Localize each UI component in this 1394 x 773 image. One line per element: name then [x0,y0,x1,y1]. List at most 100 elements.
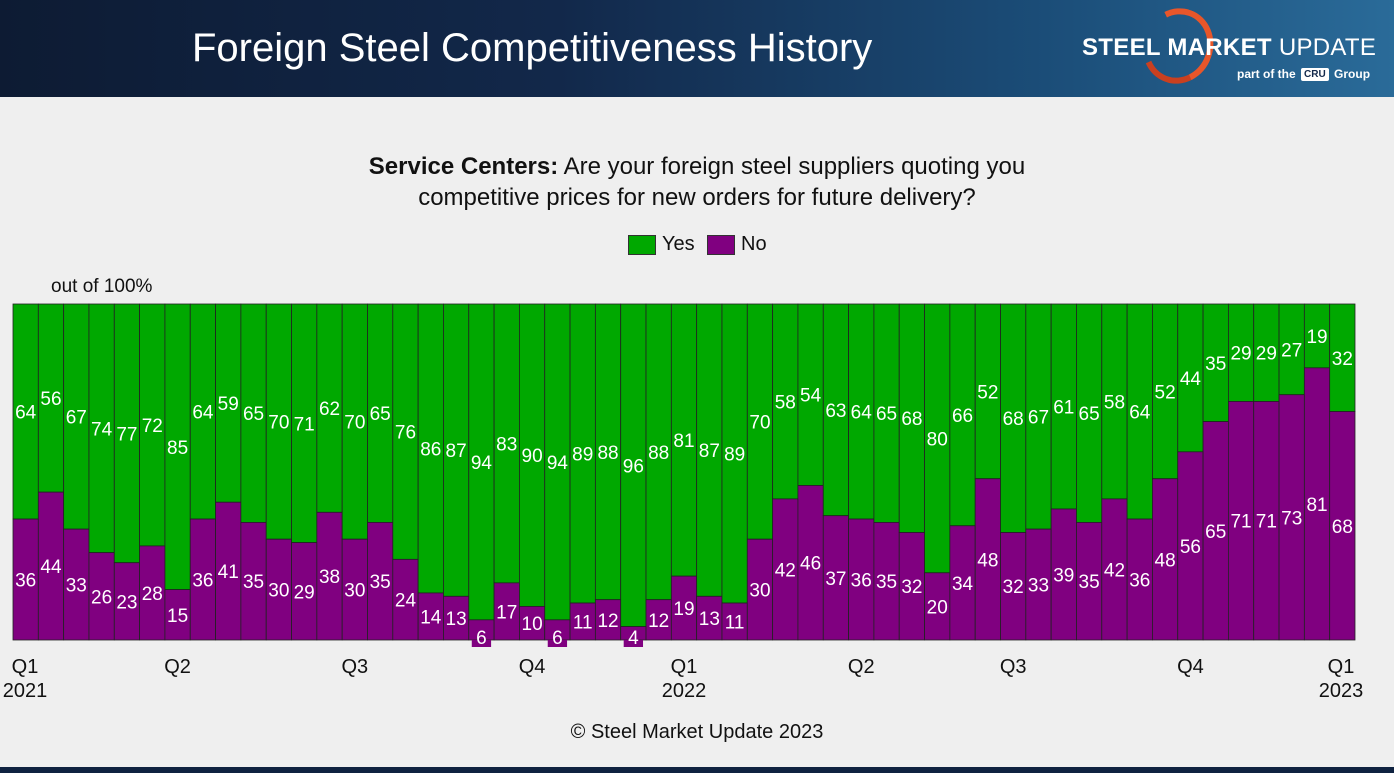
data-label-yes-20: 90 [522,446,543,467]
bar-no-2 [63,528,90,641]
data-label-yes-51: 19 [1306,327,1327,348]
bar-yes-30 [772,303,799,500]
data-label-no-36: 20 [927,597,948,618]
data-label-no-39: 32 [1003,577,1024,598]
bar-no-16 [417,592,444,641]
data-label-yes-8: 59 [218,394,239,415]
bar-no-27 [696,595,723,641]
data-label-no-37: 34 [952,574,974,595]
data-label-no-7: 36 [192,571,213,592]
bar-no-tab-21 [547,640,568,647]
data-label-no-20: 10 [522,614,543,635]
data-label-yes-49: 29 [1256,344,1277,365]
data-label-no-5: 28 [142,584,163,605]
data-label-no-27: 13 [699,609,720,630]
data-label-yes-43: 58 [1104,392,1125,413]
bar-yes-13 [341,303,368,540]
bar-yes-17 [443,303,470,597]
bar-no-4 [113,562,141,641]
bar-no-28 [721,602,748,641]
data-label-no-28: 11 [725,613,745,634]
data-label-no-4: 23 [116,592,137,613]
data-label-yes-4: 77 [116,424,137,445]
data-label-yes-23: 88 [597,443,618,464]
bar-yes-47 [1202,303,1229,422]
data-label-no-19: 17 [496,602,517,623]
bar-yes-0 [12,303,39,520]
bar-no-32 [822,515,849,641]
data-label-yes-15: 76 [395,423,416,444]
legend-swatch-no [707,235,735,255]
data-label-yes-17: 87 [446,441,467,462]
bar-no-tab-18 [471,640,492,647]
x-tick-label-1: Q2 [164,656,191,678]
data-label-yes-7: 64 [192,403,214,424]
bar-no-52 [1329,411,1356,641]
data-label-no-12: 38 [319,567,340,588]
bar-yes-10 [265,303,292,540]
bar-no-10 [265,538,292,641]
bar-no-30 [772,498,799,641]
bar-no-11 [291,542,318,641]
data-label-no-45: 48 [1155,550,1176,571]
logo-light-text: UPDATE [1278,34,1377,61]
data-label-no-0: 36 [15,571,36,592]
brand-logo: STEEL MARKET UPDATE part of the CRU Grou… [1080,0,1380,94]
legend-label-yes: Yes [662,233,695,255]
data-label-yes-30: 58 [775,392,796,413]
bar-no-51 [1303,367,1331,641]
data-label-no-34: 35 [876,572,897,593]
data-label-no-31: 46 [800,554,821,575]
x-tick-label-5: Q2 [848,656,875,678]
x-tick-label-4: Q1 [671,656,698,678]
data-label-no-10: 30 [268,581,289,602]
bar-yes-16 [417,303,444,594]
data-label-yes-47: 35 [1205,354,1226,375]
bar-yes-40 [1025,303,1052,530]
data-label-no-47: 65 [1205,522,1226,543]
data-label-yes-24: 96 [623,456,644,477]
bar-yes-9 [240,303,267,523]
data-label-yes-2: 67 [66,408,87,429]
data-label-no-22: 11 [573,613,593,634]
bar-yes-26 [670,303,698,577]
data-label-yes-32: 63 [825,401,846,422]
bar-yes-11 [291,303,318,543]
data-label-no-43: 42 [1104,560,1125,581]
x-tick-label-7: Q4 [1177,656,1204,678]
bar-no-15 [392,558,419,641]
data-label-yes-44: 64 [1129,403,1151,424]
bar-yes-50 [1278,303,1305,396]
bar-no-43 [1101,498,1128,641]
data-label-yes-35: 68 [901,409,922,430]
data-label-yes-6: 85 [167,438,188,459]
data-label-no-2: 33 [66,576,87,597]
data-label-yes-39: 68 [1003,409,1024,430]
bar-no-26 [670,575,698,641]
data-label-yes-26: 81 [673,431,694,452]
data-label-no-26: 19 [673,599,694,620]
data-label-yes-37: 66 [952,406,973,427]
chart-title: Service Centers: Are your foreign steel … [0,151,1394,213]
bar-yes-7 [189,303,216,520]
bar-yes-3 [88,303,115,554]
bar-yes-46 [1177,303,1204,453]
bar-no-36 [924,572,951,641]
bar-no-0 [12,518,39,641]
bar-yes-4 [113,303,141,564]
chart-title-bold: Service Centers: [368,153,559,180]
data-label-no-13: 30 [344,581,365,602]
header-banner: Foreign Steel Competitiveness History ST… [0,0,1394,97]
stacked-bar-chart: 6436564467337426772372288515643659416535… [3,303,1363,702]
data-label-no-1: 44 [40,557,62,578]
data-label-yes-0: 64 [15,403,37,424]
data-label-yes-9: 65 [243,404,264,425]
bar-yes-34 [873,303,900,523]
data-label-yes-29: 70 [749,413,770,434]
data-label-yes-46: 44 [1180,369,1202,390]
bar-no-44 [1126,518,1153,641]
bar-no-25 [645,599,672,641]
bar-no-7 [189,518,216,641]
logo-sub-pre: part of the [1237,67,1296,81]
chart-title-line1: Are your foreign steel suppliers quoting… [563,153,1026,180]
